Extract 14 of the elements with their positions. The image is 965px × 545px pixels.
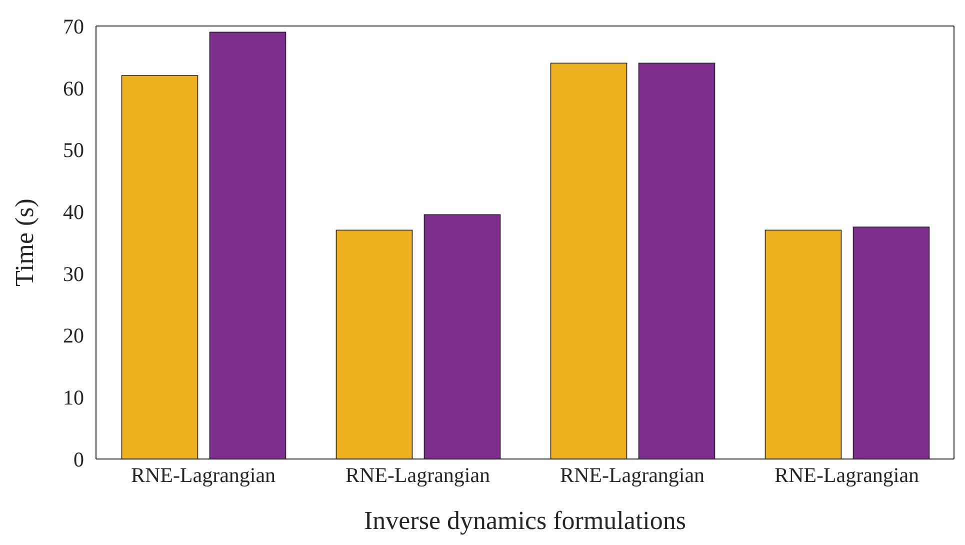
- y-tick-label: 20: [63, 324, 84, 348]
- y-tick-label: 0: [74, 447, 84, 472]
- y-tick-label: 30: [63, 262, 84, 286]
- y-tick-label: 40: [63, 200, 84, 224]
- x-tick-label: RNE-Lagrangian: [345, 462, 491, 487]
- y-tick-label: 10: [63, 386, 84, 410]
- x-tick-label: RNE-Lagrangian: [130, 462, 276, 487]
- y-tick-label: 70: [63, 14, 84, 38]
- x-tick-label: RNE-Lagrangian: [774, 462, 920, 487]
- y-tick-label: 60: [63, 76, 84, 100]
- x-axis-title: Inverse dynamics formulations: [364, 506, 686, 535]
- x-tick-label: RNE-Lagrangian: [560, 462, 706, 487]
- y-tick-label: 50: [63, 138, 84, 162]
- y-axis-title: Time (s): [10, 198, 40, 286]
